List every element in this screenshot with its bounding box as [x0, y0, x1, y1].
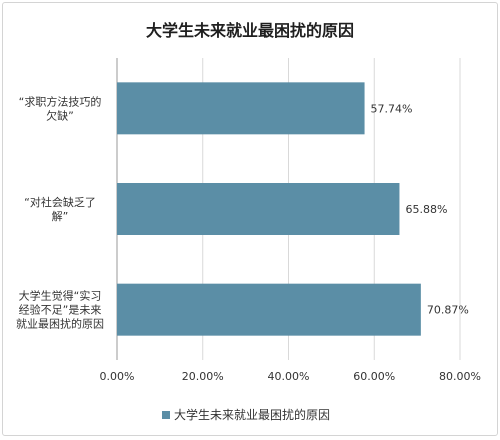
- x-tick-label: 60.00%: [353, 370, 395, 383]
- chart-title: 大学生未来就业最困扰的原因: [146, 21, 354, 40]
- category-label-line: “求职方法技巧的: [19, 94, 102, 108]
- bar: [117, 82, 365, 135]
- category-label-line: “对社会缺乏了: [24, 195, 96, 209]
- data-labels: 57.74% 65.88% 70.87%: [371, 102, 469, 316]
- category-labels: “求职方法技巧的欠缺” “对社会缺乏了解” 大学生觉得“实习经验不足”是未来就业最困…: [16, 94, 104, 330]
- category-label: “求职方法技巧的欠缺”: [19, 94, 102, 122]
- data-label: 65.88%: [405, 203, 447, 216]
- bar: [117, 183, 400, 235]
- data-label: 57.74%: [371, 102, 413, 115]
- x-tick-label: 0.00%: [100, 370, 135, 383]
- category-label: 大学生觉得“实习经验不足”是未来就业最困扰的原因: [16, 289, 104, 331]
- category-label-line: 解”: [52, 209, 69, 223]
- bar: [117, 283, 421, 336]
- x-tick-label: 80.00%: [439, 370, 481, 383]
- legend-label: 大学生未来就业最困扰的原因: [174, 407, 330, 422]
- x-tick-label: 20.00%: [182, 370, 224, 383]
- category-label: “对社会缺乏了解”: [24, 195, 96, 223]
- data-label: 70.87%: [427, 304, 469, 317]
- category-label-line: 大学生觉得“实习: [19, 289, 102, 303]
- category-label-line: 欠缺”: [46, 108, 74, 122]
- legend-swatch: [162, 411, 170, 419]
- legend: 大学生未来就业最困扰的原因: [162, 407, 330, 422]
- x-axis-ticks: 0.00% 20.00% 40.00% 60.00% 80.00%: [100, 370, 481, 383]
- category-label-line: 经验不足”是未来: [19, 303, 102, 317]
- category-label-line: 就业最困扰的原因: [16, 317, 104, 331]
- bars: [117, 82, 421, 336]
- x-tick-label: 40.00%: [268, 370, 310, 383]
